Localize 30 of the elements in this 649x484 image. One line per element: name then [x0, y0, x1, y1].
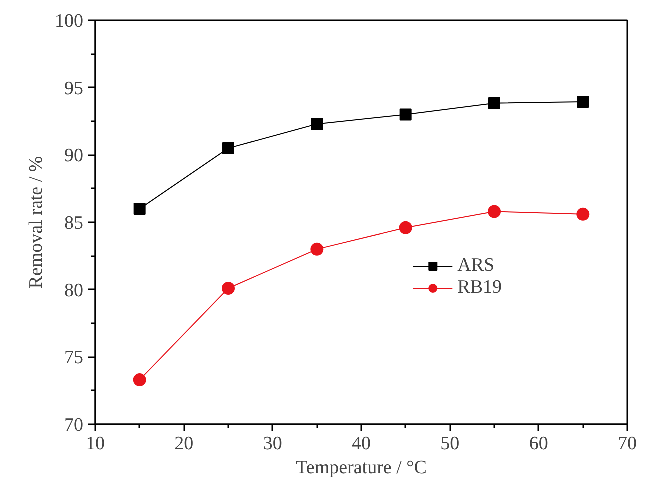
y-tick-label: 75	[64, 348, 84, 369]
x-tick-label: 50	[440, 434, 460, 454]
point	[400, 108, 412, 121]
point	[222, 142, 234, 154]
y-tick-label: 95	[64, 78, 84, 100]
point	[577, 96, 590, 108]
point	[134, 203, 146, 216]
legend-label: ARS	[458, 255, 495, 277]
x-tick-label: 20	[174, 434, 194, 454]
point	[133, 374, 146, 387]
y-tick-label: 85	[64, 213, 84, 234]
point	[311, 118, 324, 130]
x-tick-label: 10	[86, 434, 105, 454]
point	[576, 208, 590, 221]
legend-label: RB19	[458, 277, 502, 299]
point	[222, 282, 235, 295]
x-axis-title: Temperature / °C	[296, 458, 427, 478]
point	[399, 221, 412, 234]
point	[488, 205, 501, 218]
x-tick-label: 60	[529, 434, 548, 454]
y-tick-label: 90	[64, 146, 84, 167]
y-tick-label: 100	[55, 11, 84, 32]
point	[488, 97, 500, 110]
x-tick-label: 40	[352, 434, 371, 454]
y-axis-title: Removal rate / %	[26, 156, 47, 289]
point	[310, 242, 324, 256]
x-tick-label: 70	[618, 434, 637, 454]
y-tick-label: 80	[64, 280, 84, 302]
y-tick-label: 70	[64, 415, 84, 436]
x-tick-label: 30	[263, 434, 282, 454]
